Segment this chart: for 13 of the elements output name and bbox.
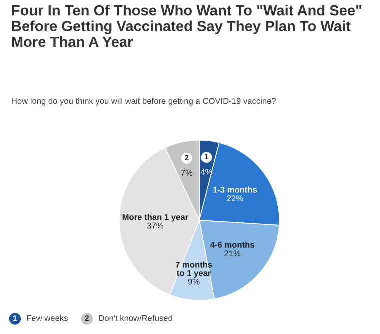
legend-label: Don't know/Refused	[99, 315, 172, 322]
data-label: 9%	[188, 278, 200, 285]
data-label: 22%	[227, 196, 244, 202]
data-label: 21%	[224, 250, 241, 256]
data-label: 7%	[181, 170, 193, 176]
slice-label: 4-6 months	[210, 242, 254, 248]
slice-label: 1-3 months	[213, 186, 258, 193]
legend-label: Few weeks	[27, 315, 68, 322]
slice-label: 7 months to 1 year	[176, 262, 212, 278]
data-label: 37%	[147, 222, 164, 229]
chart-subtitle: How long do you think you will wait before getting a COVID-19 vaccine?	[12, 98, 276, 106]
chart-title: Four In Ten Of Those Who Want To "Wait And See" Before Getting Vaccinated Say They Plan To Wait More Than A Year	[12, 5, 362, 48]
slice-label: More than 1 year	[122, 214, 188, 222]
